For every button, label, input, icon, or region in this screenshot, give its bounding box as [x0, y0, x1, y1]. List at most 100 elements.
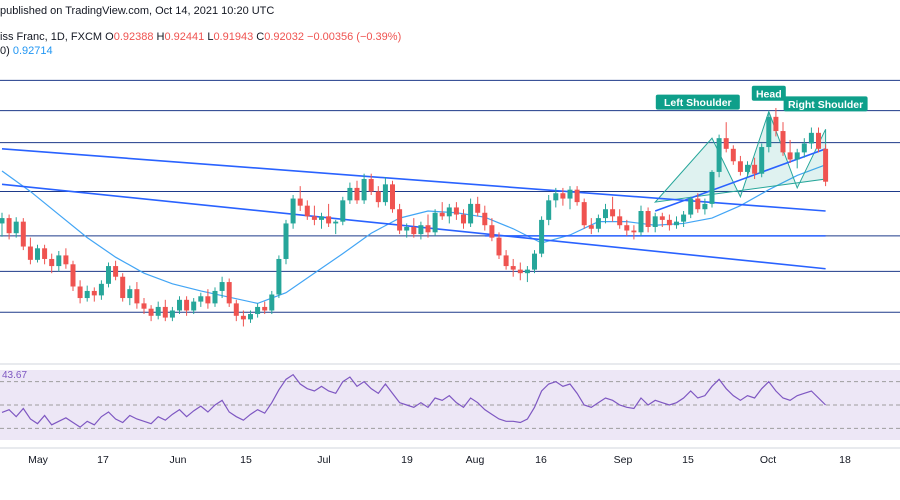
candle-body — [390, 184, 395, 210]
candle-body — [816, 132, 821, 149]
candle — [269, 290, 275, 315]
candle — [468, 198, 474, 227]
x-tick-label: 18 — [839, 454, 851, 466]
candle — [560, 187, 566, 206]
candle — [276, 255, 282, 299]
candle — [524, 266, 530, 283]
candle — [248, 310, 253, 323]
candle-body — [595, 218, 601, 229]
candle-body — [617, 216, 623, 226]
candle-body — [368, 179, 374, 192]
candle-body — [439, 212, 445, 217]
candle-body — [98, 283, 104, 296]
x-tick-label: 15 — [682, 454, 694, 466]
candle — [297, 186, 303, 211]
x-tick-label: Aug — [466, 454, 485, 466]
candle — [191, 298, 197, 315]
candle-body — [283, 223, 289, 259]
candle — [737, 155, 743, 176]
candle — [63, 248, 69, 269]
candle-body — [198, 296, 204, 302]
pattern-label-box — [655, 94, 740, 110]
pattern-label-text: Right Shoulder — [788, 99, 863, 111]
candle-body — [659, 216, 665, 220]
candle-body — [695, 198, 701, 210]
published-text: published on TradingView.com, Oct 14, 20… — [0, 5, 275, 17]
candle — [354, 180, 360, 204]
candle — [475, 196, 481, 217]
candle-body — [106, 266, 111, 284]
candle — [120, 273, 126, 302]
chart-header-line1: published on TradingView.com, Oct 14, 20… — [0, 5, 274, 17]
candle-body — [730, 148, 736, 162]
candle-body — [177, 299, 182, 311]
candle-body — [113, 266, 119, 277]
candle — [503, 250, 509, 270]
candle — [787, 139, 793, 164]
candle-body — [0, 218, 5, 224]
candle-body — [766, 116, 772, 148]
candle — [610, 196, 616, 222]
candle — [659, 212, 665, 227]
candle — [106, 262, 111, 288]
low-value: 0.91943 — [213, 31, 254, 43]
candle — [716, 134, 722, 178]
candle — [98, 280, 104, 300]
candle-body — [759, 147, 765, 174]
x-tick-label: 15 — [240, 454, 252, 466]
candle-body — [624, 225, 630, 231]
candle-body — [532, 253, 537, 270]
candle — [205, 289, 211, 309]
candle — [517, 262, 523, 281]
candle — [35, 244, 40, 263]
candle-body — [382, 184, 388, 203]
candle — [155, 301, 161, 320]
candle — [439, 202, 445, 220]
candle-body — [517, 269, 523, 274]
candle-body — [716, 138, 722, 172]
pattern-label-box — [751, 85, 786, 101]
candle — [709, 170, 715, 208]
candle-body — [794, 152, 800, 160]
candle — [546, 195, 552, 226]
candle-body — [91, 290, 97, 296]
candle — [823, 144, 829, 187]
candle-body — [212, 290, 218, 304]
candle-body — [361, 179, 367, 201]
candle — [816, 127, 821, 153]
candle — [20, 218, 26, 251]
pattern-label-box — [783, 96, 868, 112]
rsi-line — [1, 373, 827, 428]
candle-body — [276, 258, 282, 295]
candle-body — [141, 303, 147, 309]
candle-body — [63, 255, 69, 265]
candle — [162, 299, 168, 322]
candle-body — [553, 193, 559, 201]
candle-body — [432, 212, 438, 233]
candle-body — [603, 209, 608, 219]
candle — [773, 107, 779, 137]
candle — [212, 287, 218, 307]
candle — [808, 127, 814, 149]
candle — [91, 287, 97, 302]
candle-body — [574, 189, 580, 203]
candle-body — [262, 306, 268, 311]
candle-body — [77, 286, 83, 299]
candle-body — [752, 164, 758, 174]
candle — [13, 217, 19, 238]
candle — [184, 296, 190, 316]
pattern-label-1: Head — [751, 85, 786, 101]
candle — [752, 157, 758, 180]
candle — [453, 202, 459, 220]
candle — [255, 303, 261, 318]
candle-body — [255, 306, 261, 315]
candle — [404, 223, 410, 238]
candle-body — [134, 289, 140, 304]
candle — [411, 218, 417, 238]
candle — [397, 203, 403, 235]
candle — [141, 298, 147, 315]
candle-body — [333, 221, 339, 224]
candle — [794, 148, 800, 169]
candle — [539, 216, 545, 258]
